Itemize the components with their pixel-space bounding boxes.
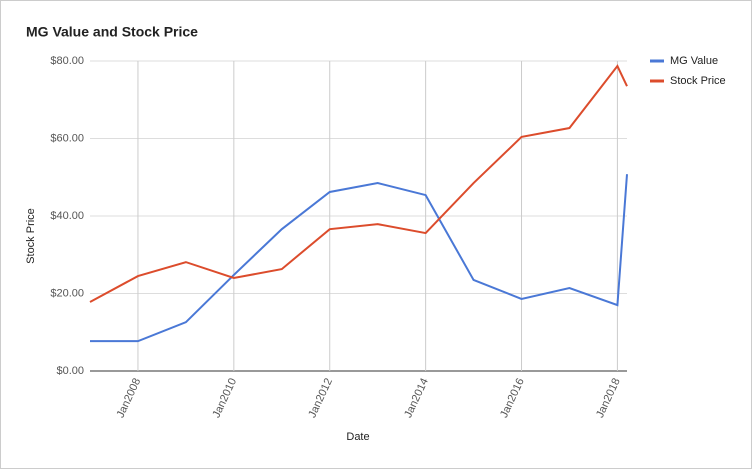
legend-label: MG Value [670, 55, 718, 67]
y-tick-label: $60.00 [50, 132, 84, 144]
y-tick-label: $80.00 [50, 55, 84, 67]
y-axis-title: Stock Price [25, 208, 37, 264]
y-tick-label: $0.00 [56, 365, 84, 377]
legend-label: Stock Price [670, 75, 726, 87]
x-axis-title: Date [346, 431, 369, 443]
y-tick-label: $40.00 [50, 210, 84, 222]
data-line [89, 64, 628, 303]
y-tick-label: $20.00 [50, 287, 84, 299]
data-line [90, 174, 628, 343]
chart-title: MG Value and Stock Price [26, 24, 198, 40]
